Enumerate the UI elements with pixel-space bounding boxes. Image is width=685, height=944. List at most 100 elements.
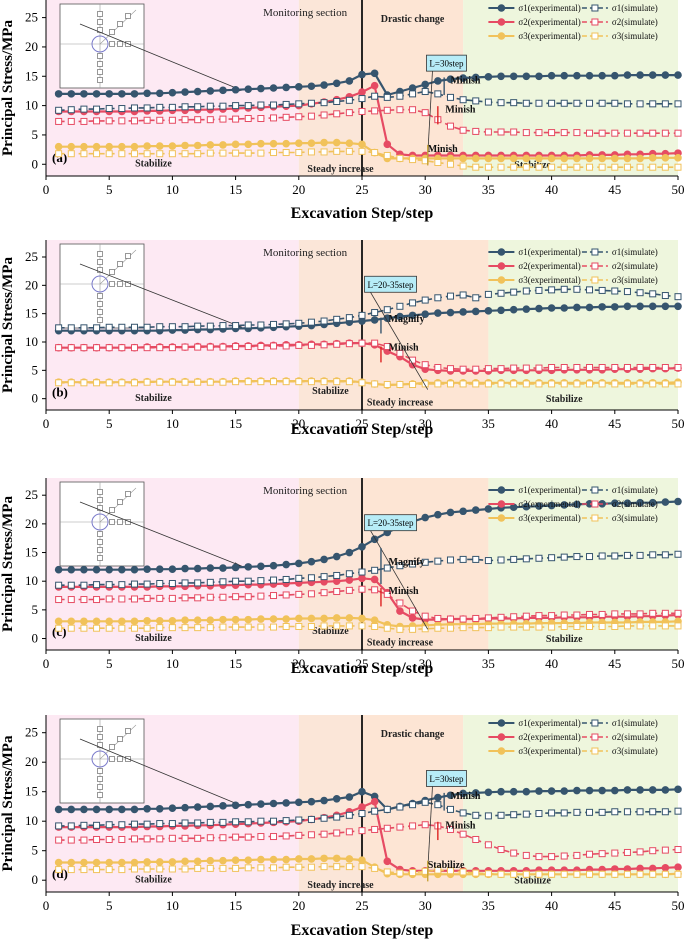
data-point <box>206 149 214 157</box>
data-point <box>67 836 75 844</box>
data-point <box>535 502 543 510</box>
data-point <box>535 380 543 388</box>
data-point <box>598 552 606 560</box>
data-point <box>345 109 353 117</box>
data-point <box>231 615 240 624</box>
data-point <box>484 624 492 632</box>
data-point <box>649 622 657 630</box>
data-point <box>383 805 391 813</box>
data-point <box>55 150 63 158</box>
data-point <box>345 828 353 836</box>
data-point <box>257 139 265 148</box>
legend-label: σ2(experimental) <box>518 17 580 27</box>
data-point <box>333 110 341 118</box>
y-tick-label: 0 <box>32 872 39 887</box>
data-point <box>636 864 644 873</box>
data-point <box>661 380 669 388</box>
data-point <box>307 622 315 630</box>
data-point <box>232 378 240 386</box>
data-point <box>206 116 214 124</box>
data-point <box>55 866 63 874</box>
data-point <box>194 864 202 872</box>
chart-panel-d: 0 5 10 15 20 25 30 35 40 45 50 0 5 10 15 20 25 Excavation… <box>0 715 685 939</box>
data-point <box>80 105 88 113</box>
data-point <box>408 311 417 320</box>
data-point <box>497 99 505 107</box>
data-point <box>434 793 442 802</box>
data-point <box>459 308 467 316</box>
data-point <box>333 571 341 579</box>
data-point <box>434 380 442 388</box>
data-point <box>181 141 189 150</box>
data-point <box>67 866 75 874</box>
data-point <box>522 612 530 620</box>
legend-marker <box>497 4 506 12</box>
data-point <box>333 340 341 348</box>
data-point <box>434 624 442 632</box>
data-point <box>156 624 164 632</box>
data-point <box>80 142 88 151</box>
data-point <box>484 614 492 622</box>
annotation-minish-s1: Minish <box>450 75 480 86</box>
data-point <box>421 798 429 806</box>
data-point <box>67 624 75 632</box>
data-point <box>244 343 252 351</box>
data-point <box>93 624 101 632</box>
data-point <box>54 858 63 867</box>
data-point <box>168 344 176 352</box>
data-point <box>535 554 543 562</box>
data-point <box>93 835 101 843</box>
data-point <box>55 117 63 125</box>
data-point <box>383 868 391 876</box>
data-point <box>497 380 505 388</box>
data-point <box>257 115 265 123</box>
inset-monitor-box <box>97 301 103 307</box>
data-point <box>307 139 316 147</box>
data-point <box>661 609 669 617</box>
data-point <box>143 142 151 150</box>
data-point <box>130 90 139 98</box>
data-point <box>54 565 63 574</box>
data-point <box>118 117 126 125</box>
data-point <box>661 163 669 171</box>
data-point <box>156 835 164 843</box>
data-point <box>585 500 594 508</box>
data-point <box>295 319 303 327</box>
data-point <box>93 581 101 589</box>
data-point <box>611 552 619 560</box>
x-tick-label: 50 <box>672 898 685 913</box>
monitoring-section-label: Monitoring section <box>263 7 348 19</box>
y-tick-label: 20 <box>25 277 38 292</box>
data-point <box>636 498 644 507</box>
inset-monitor-box <box>125 728 131 734</box>
data-point <box>446 615 454 623</box>
data-point <box>396 625 404 633</box>
data-point <box>446 160 454 168</box>
data-point <box>421 80 430 89</box>
data-point <box>371 309 379 317</box>
data-point <box>320 555 328 564</box>
data-point <box>535 163 543 171</box>
data-point <box>459 154 467 163</box>
data-point <box>345 77 354 85</box>
data-point <box>219 86 227 95</box>
legend-marker <box>591 719 599 727</box>
data-point <box>143 565 151 573</box>
legend-marker <box>497 276 506 284</box>
data-point <box>345 548 354 557</box>
inset-monitor-box <box>97 776 103 782</box>
data-point <box>333 863 341 871</box>
data-point <box>661 551 669 559</box>
zone-label-steady-increase: Steady increase <box>307 164 374 175</box>
data-point <box>484 505 493 513</box>
data-point <box>586 286 594 294</box>
data-point <box>193 87 202 96</box>
data-point <box>270 342 278 350</box>
data-point <box>472 624 480 632</box>
data-point <box>181 564 189 573</box>
data-point <box>484 788 493 797</box>
inset-monitor-box <box>97 69 103 75</box>
data-point <box>320 622 328 630</box>
data-point <box>257 864 265 872</box>
data-point <box>446 508 455 517</box>
